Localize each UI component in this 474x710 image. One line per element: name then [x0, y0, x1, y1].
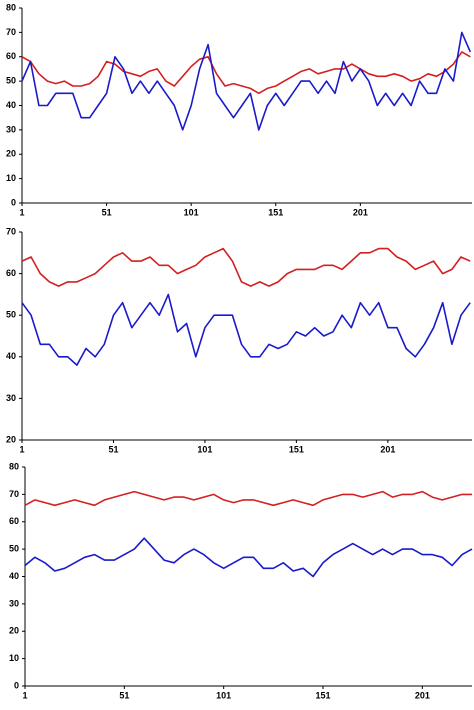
series-line — [21, 31, 472, 131]
series-line — [21, 51, 471, 95]
y-tick-label: 0 — [14, 680, 19, 690]
x-tick-label: 151 — [315, 690, 330, 700]
y-tick-label: 50 — [6, 310, 16, 320]
x-tick-label: 101 — [184, 207, 199, 217]
y-tick-label: 20 — [6, 149, 16, 159]
y-tick-label: 60 — [9, 516, 19, 526]
series-line — [24, 537, 473, 578]
x-tick-label: 101 — [197, 444, 212, 454]
x-tick-label: 1 — [22, 690, 27, 700]
x-tick-label: 151 — [268, 207, 283, 217]
y-tick-label: 60 — [6, 51, 16, 61]
series-line — [21, 247, 471, 287]
x-tick-label: 151 — [289, 444, 304, 454]
y-tick-label: 0 — [11, 197, 16, 207]
y-tick-label: 70 — [9, 489, 19, 499]
y-tick-label: 40 — [9, 571, 19, 581]
series-line — [24, 490, 472, 507]
y-tick-label: 20 — [6, 434, 16, 444]
x-tick-label: 201 — [415, 690, 430, 700]
y-tick-label: 30 — [9, 598, 19, 608]
y-tick-label: 40 — [6, 351, 16, 361]
y-tick-label: 80 — [6, 2, 16, 12]
x-tick-label: 1 — [19, 444, 24, 454]
x-tick-label: 201 — [353, 207, 368, 217]
y-tick-label: 50 — [6, 76, 16, 86]
y-tick-label: 10 — [6, 173, 16, 183]
y-tick-label: 30 — [6, 393, 16, 403]
x-tick-label: 51 — [108, 444, 118, 454]
y-tick-label: 50 — [9, 544, 19, 554]
y-tick-label: 20 — [9, 626, 19, 636]
y-tick-label: 40 — [6, 100, 16, 110]
series-line — [21, 293, 471, 366]
x-tick-label: 101 — [216, 690, 231, 700]
x-tick-label: 51 — [102, 207, 112, 217]
y-tick-label: 30 — [6, 124, 16, 134]
y-tick-label: 80 — [9, 461, 19, 471]
y-tick-label: 70 — [6, 226, 16, 236]
y-tick-label: 10 — [9, 653, 19, 663]
y-tick-label: 70 — [6, 27, 16, 37]
x-tick-label: 51 — [119, 690, 129, 700]
x-tick-label: 201 — [380, 444, 395, 454]
y-tick-label: 60 — [6, 268, 16, 278]
x-tick-label: 1 — [19, 207, 24, 217]
